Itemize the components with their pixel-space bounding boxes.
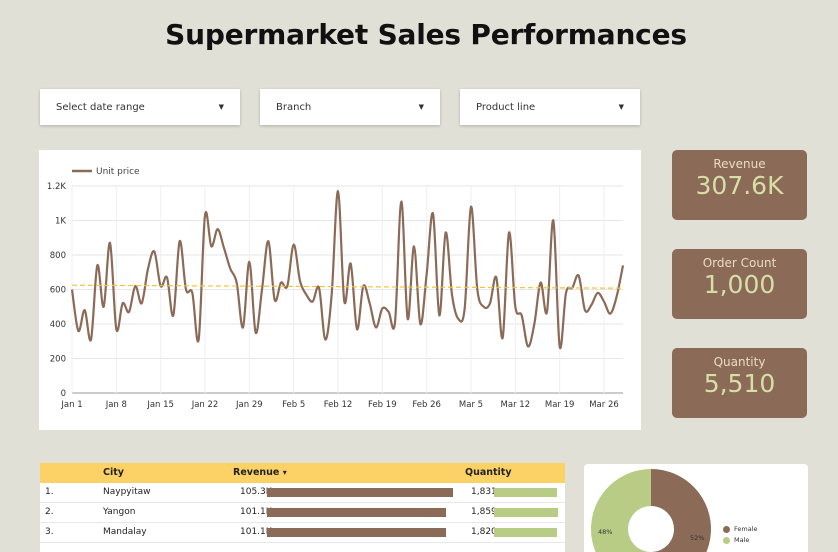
table-row[interactable]: 3. Mandalay 101.1K 1,820 [40, 523, 565, 543]
row-rank: 2. [45, 507, 54, 517]
row-rank: 3. [45, 527, 54, 537]
pie-slice-female[interactable] [643, 469, 711, 552]
branch-filter[interactable]: Branch ▼ [260, 89, 440, 125]
y-tick-label: 400 [50, 320, 66, 330]
x-tick-label: Mar 26 [589, 400, 619, 410]
row-quantity: 1,831 [471, 487, 497, 497]
revenue-bar [267, 508, 446, 517]
quantity-kpi-value: 5,510 [703, 369, 776, 398]
dropdown-arrow-icon: ▼ [618, 103, 624, 111]
y-tick-label: 800 [50, 251, 66, 261]
quantity-bar [494, 528, 557, 537]
revenue-header-label: Revenue [233, 467, 280, 478]
sort-desc-icon: ▾ [282, 468, 287, 477]
revenue-column-header[interactable]: Revenue ▾ [233, 467, 287, 478]
x-tick-label: Mar 19 [545, 400, 575, 410]
average-reference-line [71, 284, 624, 289]
table-row[interactable]: 2. Yangon 101.1K 1,859 [40, 503, 565, 523]
row-city: Mandalay [103, 527, 147, 537]
table-header: City Revenue ▾ Quantity [40, 463, 565, 483]
product-line-filter[interactable]: Product line ▼ [460, 89, 640, 125]
quantity-kpi-label: Quantity [713, 355, 766, 369]
legend-male-label: Male [734, 536, 750, 544]
city-column-header[interactable]: City [103, 467, 124, 478]
page-title: Supermarket Sales Performances [165, 18, 687, 51]
order-count-kpi-card: Order Count 1,000 [672, 249, 807, 319]
product-line-label: Product line [476, 101, 536, 113]
x-tick-label: Feb 26 [412, 400, 441, 410]
revenue-bar [267, 528, 446, 537]
row-revenue: 101.1K [240, 507, 272, 517]
branch-label: Branch [276, 101, 312, 113]
x-tick-label: Jan 8 [105, 400, 127, 410]
row-rank: 1. [45, 487, 54, 497]
y-tick-label: 600 [50, 286, 66, 296]
legend-male: Male [723, 536, 749, 544]
y-tick-label: 1.2K [47, 182, 67, 192]
x-tick-label: Jan 22 [191, 400, 219, 410]
legend-female-label: Female [734, 525, 758, 533]
revenue-kpi-label: Revenue [713, 157, 766, 171]
dropdown-arrow-icon: ▼ [218, 103, 224, 111]
row-revenue: 101.1K [240, 527, 272, 537]
revenue-kpi-card: Revenue 307.6K [672, 150, 807, 220]
revenue-bar [267, 488, 453, 497]
y-tick-label: 1K [55, 217, 66, 227]
legend-male-swatch [723, 536, 730, 544]
order-count-kpi-label: Order Count [702, 256, 777, 270]
revenue-kpi-value: 307.6K [695, 171, 784, 200]
unit-price-chart-svg: Unit price 0 200 400 600 800 1K 1.2K Jan 1 Jan … [47, 167, 625, 410]
x-tick-label: Mar 5 [459, 400, 483, 410]
row-city: Naypyitaw [103, 487, 151, 497]
unit-price-series-line [70, 190, 625, 350]
unit-price-chart: Unit price 0 200 400 600 800 1K 1.2K Jan 1 Jan … [39, 150, 641, 430]
date-range-label: Select date range [56, 101, 145, 113]
table-row[interactable]: 1. Naypyitaw 105.3K 1,831 [40, 483, 565, 503]
x-tick-label: Feb 5 [282, 400, 305, 410]
quantity-bar [494, 488, 558, 497]
quantity-bar [494, 508, 558, 517]
x-tick-label: Feb 12 [324, 400, 353, 410]
quantity-column-header[interactable]: Quantity [465, 467, 512, 478]
gender-pie-svg: 48% 52% [591, 469, 711, 552]
row-quantity: 1,859 [471, 507, 497, 517]
legend-label: Unit price [96, 167, 140, 177]
pie-slice-male[interactable] [591, 469, 651, 552]
y-tick-label: 200 [50, 355, 66, 365]
legend-female: Female [723, 525, 758, 533]
row-revenue: 105.3K [240, 487, 272, 497]
dropdown-arrow-icon: ▼ [418, 103, 424, 111]
city-table: City Revenue ▾ Quantity 1. Naypyitaw 105.3… [40, 463, 565, 552]
x-tick-label: Jan 29 [235, 400, 263, 410]
y-tick-label: 0 [61, 389, 66, 399]
gender-pie-card: 48% 52% Female Male [584, 464, 808, 552]
x-tick-label: Jan 15 [146, 400, 174, 410]
x-tick-label: Feb 19 [368, 400, 397, 410]
x-tick-label: Mar 12 [501, 400, 531, 410]
x-tick-label: Jan 1 [60, 400, 82, 410]
row-quantity: 1,820 [471, 527, 497, 537]
quantity-kpi-card: Quantity 5,510 [672, 348, 807, 418]
order-count-kpi-value: 1,000 [703, 270, 776, 299]
pie-label-male: 48% [598, 528, 612, 536]
row-city: Yangon [103, 507, 136, 517]
legend-female-swatch [723, 525, 730, 533]
pie-label-female: 52% [690, 534, 704, 542]
date-range-filter[interactable]: Select date range ▼ [40, 89, 240, 125]
